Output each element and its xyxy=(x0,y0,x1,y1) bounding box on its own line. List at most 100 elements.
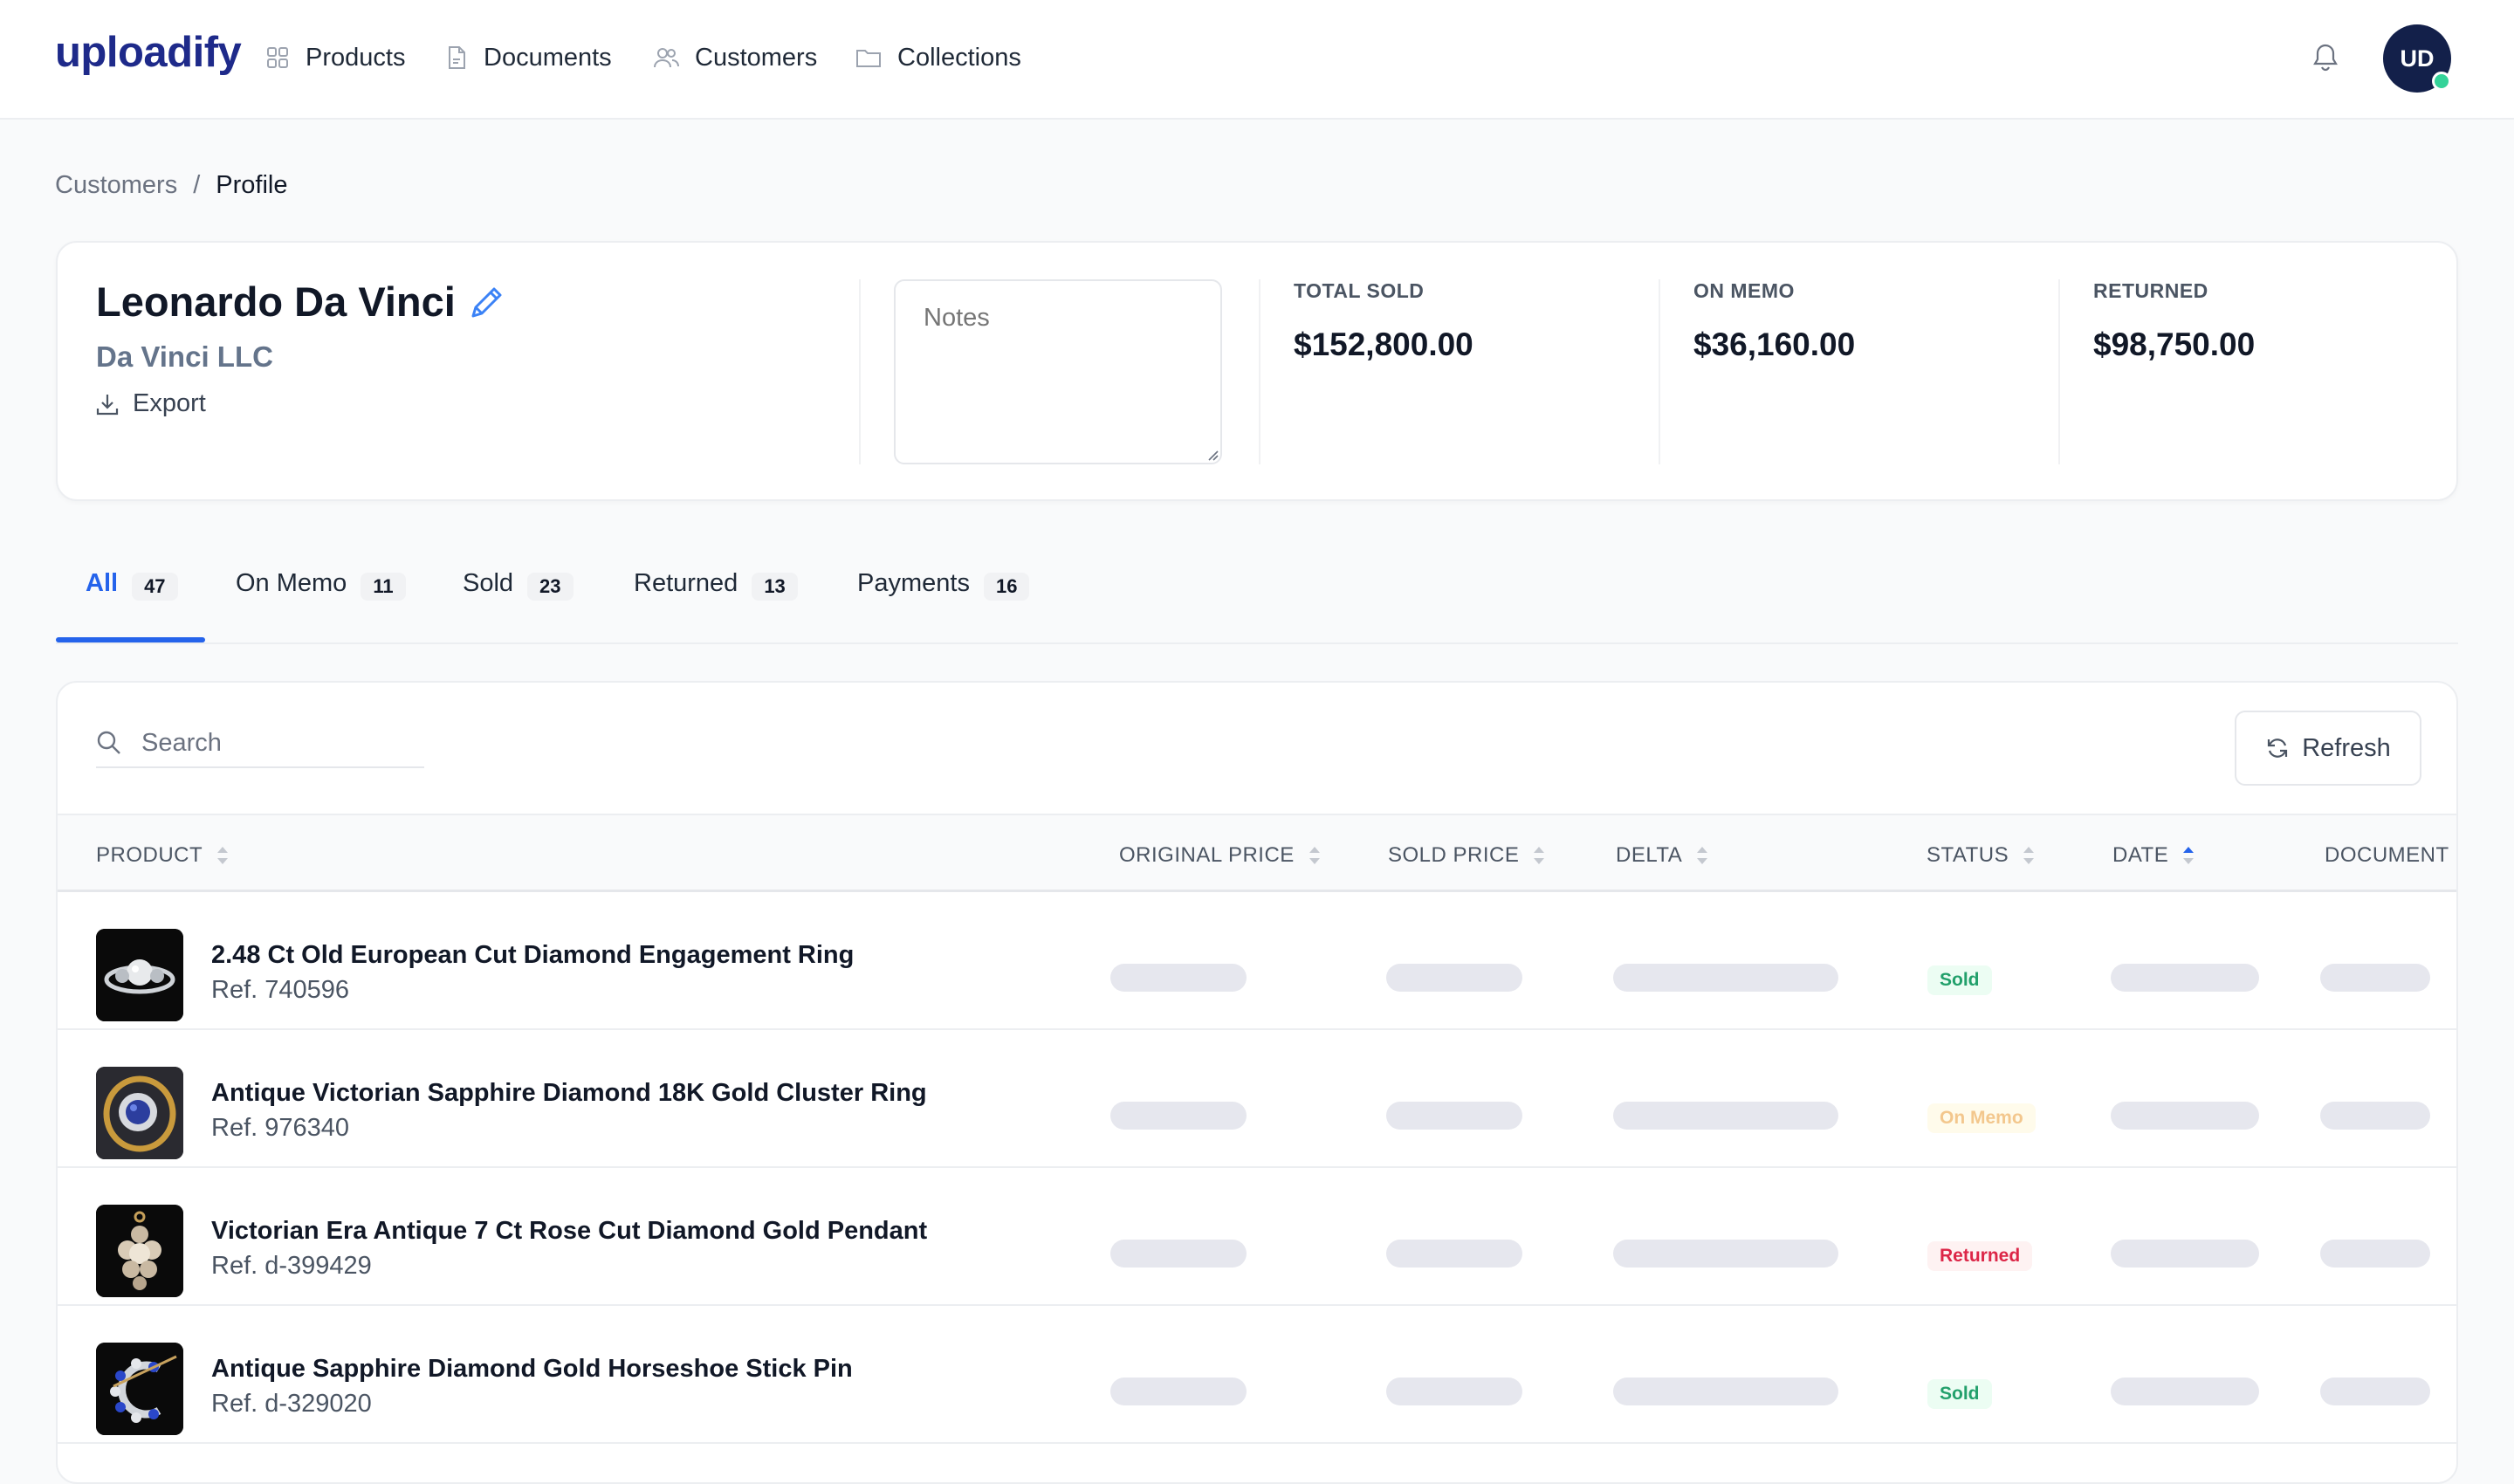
total-sold-label: TOTAL SOLD xyxy=(1294,279,1425,302)
column-delta[interactable]: DELTA xyxy=(1616,843,1708,868)
column-delta-label: DELTA xyxy=(1616,843,1683,867)
export-button[interactable]: Export xyxy=(94,389,206,418)
product-ref: Ref. 976340 xyxy=(211,1114,350,1142)
tab-all-count: 47 xyxy=(132,573,178,601)
company-name: Da Vinci LLC xyxy=(96,340,273,373)
breadcrumb-current: Profile xyxy=(216,171,288,199)
delta-placeholder xyxy=(1613,1378,1838,1405)
nav-customers-label: Customers xyxy=(695,43,818,72)
tabs: All 47 On Memo 11 Sold 23 Returned 13 Pa… xyxy=(56,546,2458,644)
resize-grip-icon[interactable] xyxy=(1206,449,1219,461)
refresh-label: Refresh xyxy=(2302,733,2391,762)
product-thumbnail xyxy=(96,1343,183,1435)
status-badge: Sold xyxy=(1927,965,1992,995)
profile-card: Leonardo Da Vinci Da Vinci LLC Export TO… xyxy=(56,241,2458,501)
total-sold-value: $152,800.00 xyxy=(1294,326,1473,362)
table-row[interactable]: 2.48 Ct Old European Cut Diamond Engagem… xyxy=(58,892,2456,1030)
column-document[interactable]: DOCUMENT xyxy=(2325,843,2449,868)
table-row[interactable]: Antique Sapphire Diamond Gold Horseshoe … xyxy=(58,1306,2456,1444)
on-memo-value: $36,160.00 xyxy=(1693,326,1856,362)
grid-icon xyxy=(267,47,288,68)
folder-icon xyxy=(856,50,881,67)
product-name[interactable]: Antique Sapphire Diamond Gold Horseshoe … xyxy=(211,1355,853,1383)
column-product-label: PRODUCT xyxy=(96,843,203,867)
original-price-placeholder xyxy=(1110,1102,1247,1130)
sold-price-placeholder xyxy=(1386,1240,1522,1268)
column-date-label: DATE xyxy=(2112,843,2169,867)
nav-documents[interactable]: Documents xyxy=(445,37,612,79)
export-label: Export xyxy=(133,389,206,417)
tab-returned[interactable]: Returned 13 xyxy=(634,569,798,642)
tab-sold[interactable]: Sold 23 xyxy=(463,569,574,642)
sort-ascending-icon xyxy=(2183,847,2195,864)
table-row[interactable]: Victorian Era Antique 7 Ct Rose Cut Diam… xyxy=(58,1168,2456,1306)
sort-icon xyxy=(2023,847,2035,864)
original-price-placeholder xyxy=(1110,1378,1247,1405)
tab-returned-count: 13 xyxy=(752,573,798,601)
breadcrumb-separator: / xyxy=(193,171,201,199)
nav-customers[interactable]: Customers xyxy=(653,37,817,79)
date-placeholder xyxy=(2111,964,2259,992)
tab-payments[interactable]: Payments 16 xyxy=(857,569,1030,642)
customer-name: Leonardo Da Vinci xyxy=(96,278,456,325)
column-sold-price[interactable]: SOLD PRICE xyxy=(1388,843,1545,868)
sort-icon xyxy=(1697,847,1708,864)
column-status-label: STATUS xyxy=(1927,843,2009,867)
document-placeholder xyxy=(2320,1378,2430,1405)
edit-pencil-icon[interactable] xyxy=(466,281,508,323)
product-thumbnail xyxy=(96,1205,183,1297)
breadcrumb: Customers / Profile xyxy=(55,171,287,200)
column-original-price[interactable]: ORIGINAL PRICE xyxy=(1119,843,1321,868)
breadcrumb-customers-link[interactable]: Customers xyxy=(55,171,178,199)
delta-placeholder xyxy=(1613,964,1838,992)
bell-icon[interactable] xyxy=(2311,42,2339,73)
nav-products-label: Products xyxy=(306,43,406,72)
customer-name-row: Leonardo Da Vinci xyxy=(96,278,508,326)
date-placeholder xyxy=(2111,1240,2259,1268)
product-ref: Ref. d-399429 xyxy=(211,1252,372,1280)
product-name[interactable]: Antique Victorian Sapphire Diamond 18K G… xyxy=(211,1079,927,1107)
date-placeholder xyxy=(2111,1102,2259,1130)
original-price-placeholder xyxy=(1110,1240,1247,1268)
column-sold-price-label: SOLD PRICE xyxy=(1388,843,1520,867)
sort-icon xyxy=(1309,847,1320,864)
sold-price-placeholder xyxy=(1386,964,1522,992)
tab-sold-label: Sold xyxy=(463,569,514,597)
active-tab-indicator xyxy=(56,637,205,642)
date-placeholder xyxy=(2111,1378,2259,1405)
online-status-dot xyxy=(2432,72,2451,91)
tab-payments-label: Payments xyxy=(857,569,970,597)
refresh-icon xyxy=(2268,739,2288,758)
product-ref: Ref. 740596 xyxy=(211,976,350,1004)
delta-placeholder xyxy=(1613,1102,1838,1130)
nav-products[interactable]: Products xyxy=(265,37,405,79)
product-thumbnail xyxy=(96,929,183,1021)
returned-label: RETURNED xyxy=(2093,279,2208,302)
avatar[interactable]: UD xyxy=(2383,24,2451,93)
product-name[interactable]: 2.48 Ct Old European Cut Diamond Engagem… xyxy=(211,941,855,969)
divider xyxy=(1659,279,1660,464)
document-placeholder xyxy=(2320,1102,2430,1130)
sold-price-placeholder xyxy=(1386,1378,1522,1405)
tab-sold-count: 23 xyxy=(527,573,574,601)
refresh-button[interactable]: Refresh xyxy=(2235,711,2421,786)
status-badge: On Memo xyxy=(1927,1103,2036,1133)
column-product[interactable]: PRODUCT xyxy=(96,843,229,868)
search-input[interactable] xyxy=(141,728,403,758)
table-header: PRODUCT ORIGINAL PRICE SOLD PRICE DELTA … xyxy=(58,814,2456,892)
brand-logo[interactable]: uploadify xyxy=(55,29,242,76)
column-status[interactable]: STATUS xyxy=(1927,843,2035,868)
column-date[interactable]: DATE xyxy=(2112,843,2195,868)
document-icon xyxy=(449,46,465,69)
delta-placeholder xyxy=(1613,1240,1838,1268)
download-icon xyxy=(96,394,119,415)
tab-all[interactable]: All 47 xyxy=(86,569,178,642)
notes-textarea[interactable] xyxy=(894,279,1222,464)
tab-payments-count: 16 xyxy=(983,573,1030,601)
sort-icon xyxy=(217,847,229,864)
tab-on-memo[interactable]: On Memo 11 xyxy=(236,569,406,642)
table-row[interactable]: Antique Victorian Sapphire Diamond 18K G… xyxy=(58,1030,2456,1168)
product-thumbnail xyxy=(96,1067,183,1159)
nav-collections[interactable]: Collections xyxy=(855,37,1021,79)
product-name[interactable]: Victorian Era Antique 7 Ct Rose Cut Diam… xyxy=(211,1217,928,1245)
